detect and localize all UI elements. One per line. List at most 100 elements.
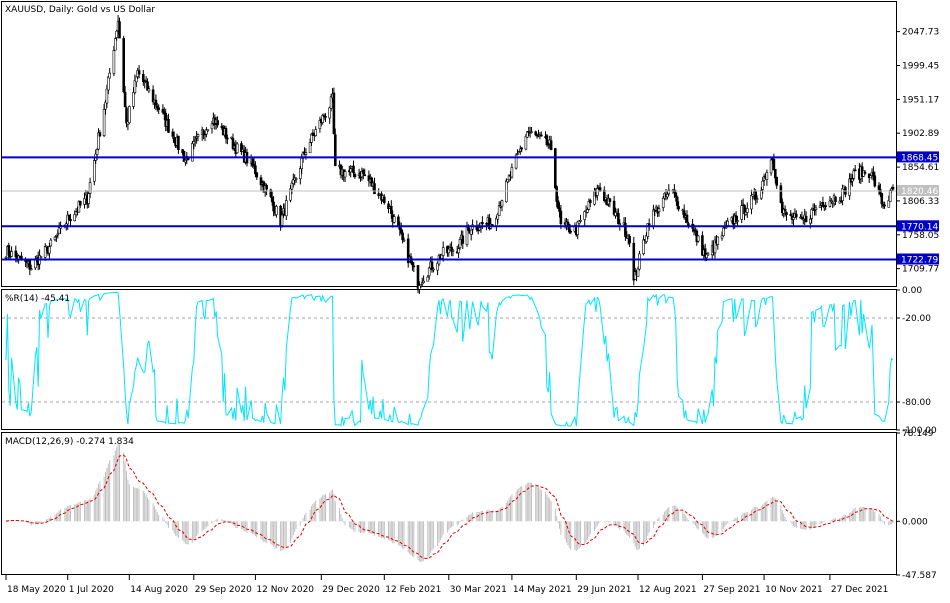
- price-candle: [887, 195, 891, 208]
- price-candle: [93, 157, 96, 186]
- price-candle: [56, 229, 60, 239]
- price-candle: [97, 128, 100, 151]
- price-candle: [821, 196, 825, 208]
- price-candle: [275, 204, 278, 218]
- price-candle: [284, 195, 288, 220]
- price-candle: [873, 171, 877, 188]
- price-candle: [123, 86, 127, 108]
- price-candle: [667, 184, 671, 197]
- williams-r-panel-title: %R(14) -45.41: [5, 294, 70, 304]
- macd-panel-frame: [1, 432, 897, 575]
- price-candle: [143, 79, 146, 89]
- price-candle: [328, 106, 332, 124]
- williams-r-tick-label: 0.00: [902, 286, 922, 296]
- price-candle: [118, 17, 121, 39]
- williams-r-tick-label: -100.00: [902, 426, 937, 436]
- price-candle: [566, 219, 570, 230]
- price-candle: [853, 165, 857, 172]
- price-candle: [87, 191, 90, 208]
- price-candle: [773, 168, 777, 184]
- x-tick-label: 27 Dec 2021: [831, 585, 889, 595]
- macd-layer: [5, 443, 894, 562]
- price-candle: [43, 243, 47, 261]
- price-candle: [713, 236, 717, 259]
- price-candle: [132, 87, 135, 110]
- price-candle: [602, 186, 606, 203]
- price-candle: [128, 105, 131, 125]
- price-candle: [520, 146, 524, 153]
- price-candle: [510, 163, 514, 179]
- price-candle: [98, 130, 102, 137]
- price-candle: [530, 127, 533, 134]
- price-candle: [745, 202, 749, 218]
- x-tick-label: 27 Sep 2021: [703, 585, 760, 595]
- price-panel-title: XAUUSD, Daily: Gold vs US Dollar: [5, 5, 155, 15]
- price-tick-label: 1758.05: [902, 231, 939, 241]
- price-candle: [638, 250, 641, 271]
- price-candle: [125, 106, 128, 128]
- current-price-label: 1820.46: [901, 187, 938, 197]
- price-candle: [135, 76, 138, 87]
- x-tick-label: 1 Jul 2020: [69, 585, 114, 595]
- price-candle: [154, 94, 158, 111]
- price-candle: [441, 241, 445, 262]
- price-candle: [706, 251, 710, 257]
- price-candle: [804, 211, 808, 223]
- price-candle: [500, 199, 504, 212]
- price-candle: [451, 248, 455, 257]
- price-candle: [524, 133, 528, 151]
- price-candle: [167, 113, 170, 133]
- price-candle: [785, 211, 788, 221]
- price-candle: [628, 234, 631, 247]
- price-candle: [750, 189, 753, 215]
- price-candle: [685, 210, 689, 224]
- price-candle: [314, 126, 318, 137]
- price-candle: [235, 142, 239, 154]
- price-candle: [422, 275, 425, 284]
- price-candle: [794, 210, 798, 220]
- price-candle: [294, 177, 298, 183]
- price-candle: [10, 246, 13, 257]
- price-candle: [254, 161, 257, 178]
- price-candle: [720, 231, 724, 241]
- price-candle: [29, 264, 33, 271]
- x-tick-label: 18 May 2020: [7, 585, 66, 595]
- price-candle: [810, 207, 814, 224]
- x-tick-label: 12 Aug 2021: [639, 585, 697, 595]
- price-candle: [416, 265, 420, 294]
- price-tick-label: 1806.33: [902, 197, 939, 207]
- x-tick-label: 10 Nov 2021: [765, 585, 823, 595]
- price-tick-label: 1709.77: [902, 265, 939, 275]
- price-candle: [736, 216, 739, 227]
- price-candle: [122, 35, 125, 94]
- price-candle: [289, 185, 292, 203]
- price-candle: [852, 168, 856, 181]
- price-candle: [432, 267, 435, 273]
- price-candle: [674, 189, 678, 202]
- price-candle: [329, 93, 333, 112]
- price-candle: [677, 201, 680, 212]
- x-tick-label: 29 Dec 2020: [322, 585, 380, 595]
- macd-tick-label: 78.149: [902, 429, 934, 439]
- price-candle: [755, 195, 759, 204]
- price-candle: [579, 214, 582, 223]
- price-candle: [624, 217, 627, 241]
- price-candle: [863, 170, 867, 176]
- price-candle: [617, 208, 620, 225]
- price-candle: [775, 176, 779, 189]
- price-candle: [461, 230, 465, 249]
- macd-tick-label: 0.000: [902, 517, 928, 527]
- price-candle: [406, 233, 410, 268]
- price-candle: [79, 200, 82, 208]
- price-candle: [226, 134, 229, 145]
- price-candle: [255, 172, 259, 180]
- horizontal-level-label: 1770.14: [901, 222, 938, 232]
- price-candle: [534, 130, 538, 137]
- price-candle: [516, 149, 519, 155]
- price-candle: [363, 168, 367, 177]
- price-candle: [49, 237, 53, 247]
- x-axis: 18 May 2020 1 Jul 2020 14 Aug 2020 29 Sep 2…: [5, 575, 889, 595]
- price-candle: [112, 46, 116, 77]
- price-candle: [206, 129, 210, 133]
